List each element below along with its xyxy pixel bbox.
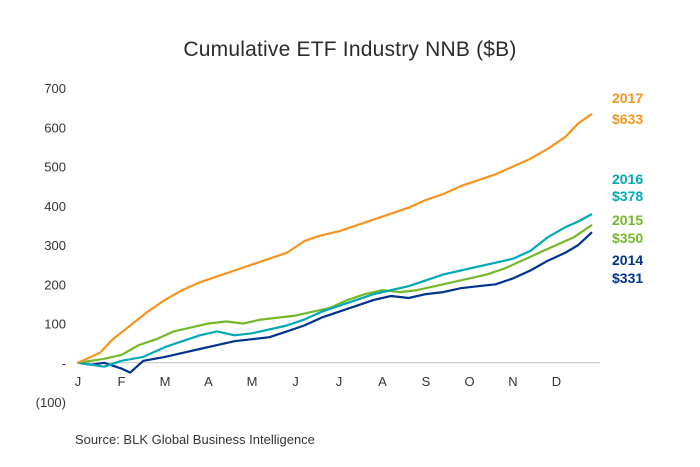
series-value-label-2015: $350 <box>612 230 643 246</box>
y-tick-label: (100) <box>36 395 66 410</box>
y-axis-labels: 700 600 500 400 300 200 100 - (100) <box>36 81 66 410</box>
y-tick-label: 700 <box>44 81 66 96</box>
chart-title: Cumulative ETF Industry NNB ($B) <box>183 38 517 61</box>
x-tick-label: N <box>508 374 517 389</box>
series-labels: 2017 $633 2016$378 2015 $350 2014 $331 <box>612 90 643 286</box>
x-tick-label: O <box>464 374 474 389</box>
x-tick-label: J <box>75 374 82 389</box>
x-tick-label: F <box>118 374 126 389</box>
x-tick-label: A <box>378 374 387 389</box>
series-year-label-2014: 2014 <box>612 252 643 268</box>
x-tick-label: D <box>552 374 561 389</box>
series-line-2016 <box>76 213 593 368</box>
y-tick-label: - <box>62 356 66 371</box>
series-value-label-2014: $331 <box>612 270 643 286</box>
y-tick-label: 300 <box>44 238 66 253</box>
y-tick-label: 600 <box>44 120 66 135</box>
series-value-label-2016: $378 <box>612 188 643 204</box>
x-tick-label: J <box>292 374 299 389</box>
y-tick-label: 400 <box>44 199 66 214</box>
y-tick-label: 200 <box>44 277 66 292</box>
x-tick-label: A <box>204 374 213 389</box>
source-note: Source: BLK Global Business Intelligence <box>75 432 315 447</box>
x-tick-label: M <box>160 374 171 389</box>
series-year-label-2015: 2015 <box>612 212 643 228</box>
series-line-2015 <box>76 224 593 364</box>
series-value-label-2017: $633 <box>612 111 643 127</box>
series-line-2017 <box>76 113 593 364</box>
x-tick-label: S <box>422 374 431 389</box>
series-year-label-2016: 2016 <box>612 171 643 187</box>
y-tick-label: 100 <box>44 317 66 332</box>
series-line-2014 <box>76 231 593 374</box>
x-tick-label: J <box>336 374 343 389</box>
x-tick-label: M <box>247 374 258 389</box>
y-tick-label: 500 <box>44 160 66 175</box>
series-year-label-2017: 2017 <box>612 90 643 106</box>
series-lines <box>76 113 593 374</box>
